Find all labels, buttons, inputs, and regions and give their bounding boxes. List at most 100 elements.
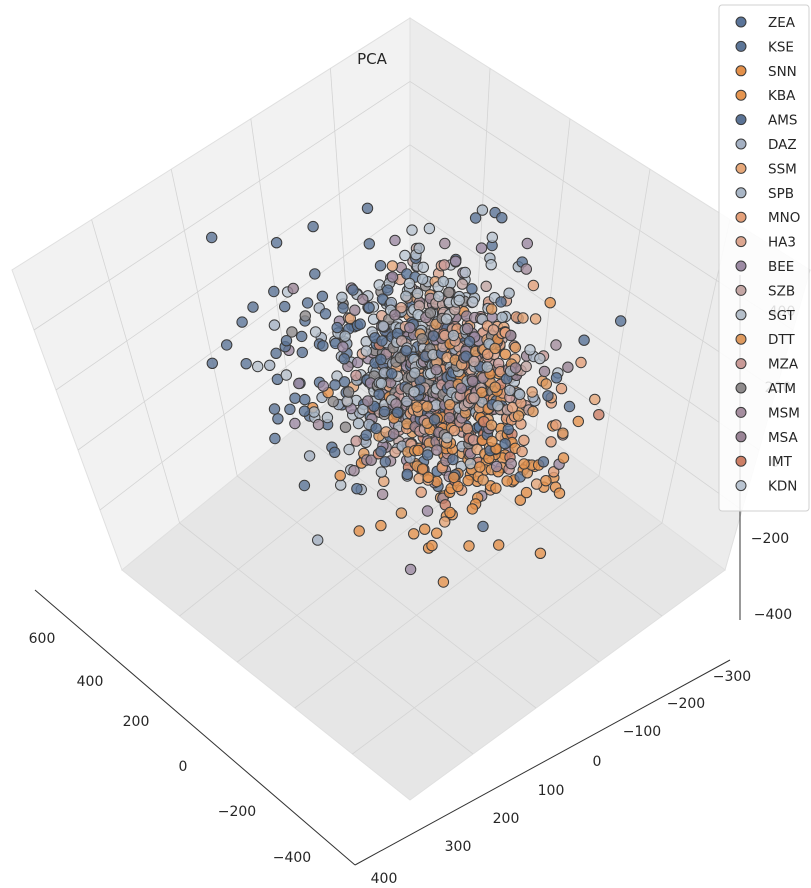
scatter-point <box>431 527 443 539</box>
scatter-point <box>350 369 362 382</box>
y-tick-label: 400 <box>371 871 398 887</box>
legend-marker <box>735 284 747 296</box>
scatter-point <box>540 378 552 390</box>
grid-line <box>170 169 238 477</box>
scatter-point <box>572 415 584 428</box>
scatter-point <box>481 361 493 373</box>
scatter-point <box>338 353 350 365</box>
scatter-point <box>286 326 298 338</box>
scatter-point <box>337 341 349 353</box>
scatter-point <box>459 266 471 279</box>
legend-marker <box>735 260 747 272</box>
scatter-point <box>280 369 292 381</box>
scatter-point <box>331 321 343 334</box>
scatter-point <box>496 212 508 224</box>
scatter-point <box>379 456 391 468</box>
axes-panes <box>11 17 811 801</box>
legend-marker <box>735 65 747 77</box>
scatter-point <box>316 290 329 302</box>
scatter-point <box>409 367 421 379</box>
legend-marker <box>735 431 747 443</box>
scatter-point <box>339 330 351 342</box>
scatter-point <box>422 471 434 483</box>
scatter-point <box>336 291 348 303</box>
y-tick-label: 300 <box>445 839 472 855</box>
y-tick-label: −200 <box>667 696 705 712</box>
scatter-point <box>342 386 355 398</box>
scatter-point <box>468 392 480 404</box>
scatter-point <box>373 388 385 401</box>
scatter-point <box>514 494 526 506</box>
scatter-point <box>509 341 522 354</box>
scatter-point <box>247 301 259 313</box>
scatter-point <box>489 342 501 355</box>
scatter-point <box>518 434 530 446</box>
scatter-point <box>485 303 498 315</box>
scatter-point <box>348 465 360 477</box>
grid-line <box>179 522 474 755</box>
scatter-point <box>416 333 428 345</box>
x-tick-label: −400 <box>273 850 311 866</box>
scatter-point <box>448 424 460 437</box>
scatter-point <box>505 329 517 342</box>
scatter-point <box>520 360 532 373</box>
scatter-point <box>412 444 424 457</box>
x-tick-label: 0 <box>179 759 188 775</box>
scatter-point <box>389 446 401 458</box>
scatter-point <box>490 460 503 473</box>
scatter-point <box>335 479 347 491</box>
scatter-point <box>557 452 570 464</box>
scatter-point <box>521 237 533 250</box>
scatter-point <box>272 413 284 425</box>
legend-label: KBA <box>768 88 796 104</box>
scatter-point <box>389 234 401 247</box>
scatter-point <box>370 422 382 435</box>
legend-marker <box>735 333 747 345</box>
scatter-point <box>474 461 486 473</box>
scatter-point <box>312 418 325 431</box>
scatter-point <box>439 237 451 250</box>
y-axis-line <box>354 659 731 866</box>
legend-marker <box>735 406 747 418</box>
scatter-point <box>527 405 539 418</box>
scatter-point <box>354 318 366 330</box>
scatter-point <box>363 238 375 250</box>
scatter-point <box>486 231 498 244</box>
legend-marker <box>735 114 747 126</box>
scatter-point <box>520 263 532 275</box>
scatter-point <box>440 313 453 325</box>
scatter-point <box>378 405 391 418</box>
scatter-point <box>503 287 515 299</box>
scatter-point <box>514 388 526 401</box>
scatter-point <box>309 326 322 338</box>
legend-marker <box>735 358 747 370</box>
legend-marker <box>735 480 747 492</box>
legend-marker <box>735 16 747 28</box>
scatter-point <box>421 449 434 461</box>
scatter-point <box>463 335 476 348</box>
scatter-point <box>357 293 369 305</box>
x-tick-label: 200 <box>123 714 150 730</box>
scatter-point <box>221 339 233 351</box>
scatter-point <box>428 414 441 426</box>
scatter-point <box>299 393 311 406</box>
scatter-point <box>462 474 474 487</box>
legend-label: SGT <box>768 308 796 324</box>
legend-label: SZB <box>768 283 795 299</box>
scatter-point <box>524 344 536 356</box>
scatter-point <box>376 488 389 500</box>
scatter-point <box>496 311 508 323</box>
scatter-point <box>337 302 349 314</box>
scatter-point <box>375 519 387 532</box>
scatter-point <box>411 287 424 300</box>
grid-line <box>409 144 777 391</box>
scatter-point <box>433 290 445 303</box>
scatter-point <box>416 273 429 285</box>
scatter-point <box>461 322 474 335</box>
y-tick-label: 200 <box>493 811 520 827</box>
legend-label: MSA <box>768 430 798 446</box>
scatter-point <box>347 284 359 296</box>
scatter-point <box>534 547 547 559</box>
scatter-point <box>400 345 412 357</box>
